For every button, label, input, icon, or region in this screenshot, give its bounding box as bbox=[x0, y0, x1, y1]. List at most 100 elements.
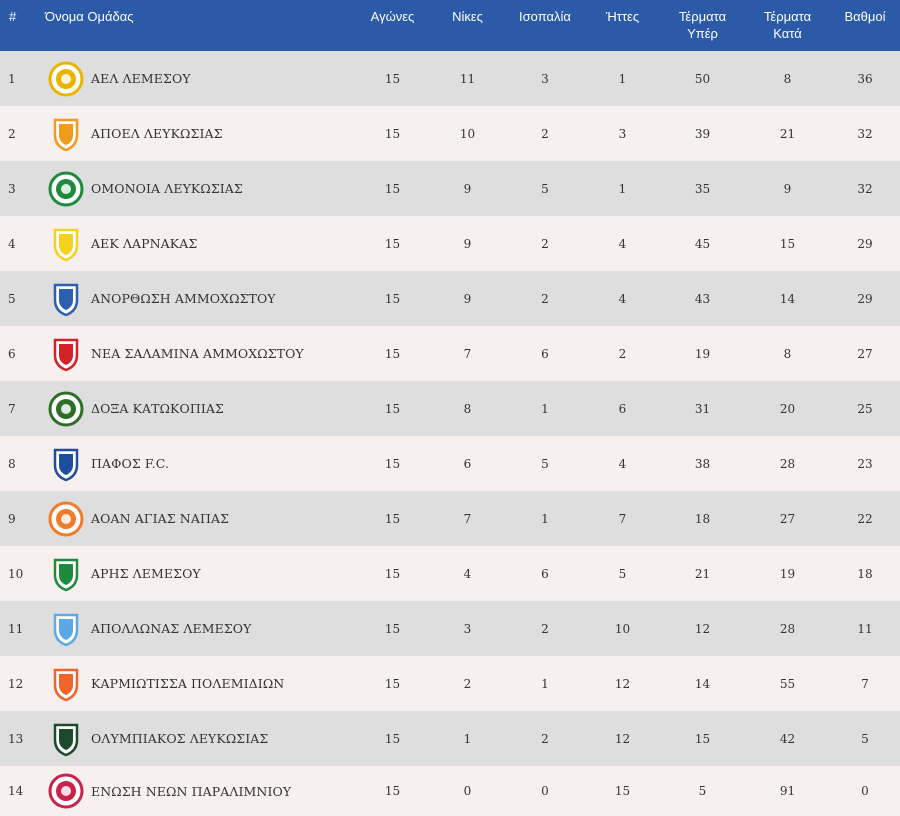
goals-against-cell: 91 bbox=[779, 784, 796, 798]
header-draws[interactable]: Ισοπαλία bbox=[519, 9, 571, 24]
goals-against-cell: 28 bbox=[779, 621, 796, 636]
goals-against-cell: 8 bbox=[783, 346, 792, 361]
rank-cell: 13 bbox=[8, 731, 24, 746]
table-row[interactable]: 5 ΑΝΟΡΘΩΣΗ ΑΜΜΟΧΩΣΤΟΥ 15 9 2 4 43 14 29 bbox=[0, 271, 900, 326]
team-cell: ΚΑΡΜΙΩΤΙΣΣΑ ΠΟΛΕΜΙΔΙΩΝ bbox=[45, 656, 355, 711]
goals-for-cell: 38 bbox=[694, 456, 711, 471]
table-row[interactable]: 14 ΕΝΩΣΗ ΝΕΩΝ ΠΑΡΑΛΙΜΝΙΟΥ 15 0 0 15 5 91 0 bbox=[0, 766, 900, 816]
played-cell: 15 bbox=[384, 71, 401, 86]
played-cell: 15 bbox=[384, 181, 401, 196]
table-row[interactable]: 13 ΟΛΥΜΠΙΑΚΟΣ ΛΕΥΚΩΣΙΑΣ 15 1 2 12 15 42 5 bbox=[0, 711, 900, 766]
header-goals-for[interactable]: Τέρματα Υπέρ bbox=[678, 9, 727, 41]
pafos-crest-icon bbox=[53, 448, 79, 481]
goals-for-cell: 31 bbox=[694, 401, 711, 416]
team-cell: ΑΡΗΣ ΛΕΜΕΣΟΥ bbox=[45, 546, 355, 601]
header-played[interactable]: Αγώνες bbox=[370, 9, 415, 24]
losses-cell: 6 bbox=[618, 401, 627, 416]
team-cell: ΑΟΑΝ ΑΓΙΑΣ ΝΑΠΑΣ bbox=[45, 491, 355, 546]
played-cell: 15 bbox=[384, 456, 401, 471]
rank-cell: 14 bbox=[8, 784, 24, 798]
wins-cell: 7 bbox=[463, 346, 472, 361]
team-cell: ΑΝΟΡΘΩΣΗ ΑΜΜΟΧΩΣΤΟΥ bbox=[45, 271, 355, 326]
wins-cell: 11 bbox=[459, 71, 476, 86]
wins-cell: 9 bbox=[463, 291, 472, 306]
header-team-name[interactable]: Όνομα Ομάδας bbox=[45, 9, 134, 24]
goals-against-cell: 8 bbox=[783, 71, 792, 86]
header-rank[interactable]: # bbox=[9, 9, 17, 24]
draws-cell: 2 bbox=[541, 126, 549, 141]
losses-cell: 5 bbox=[618, 566, 627, 581]
table-row[interactable]: 10 ΑΡΗΣ ΛΕΜΕΣΟΥ 15 4 6 5 21 19 18 bbox=[0, 546, 900, 601]
team-name-link[interactable]: ΠΑΦΟΣ F.C. bbox=[91, 456, 170, 471]
table-row[interactable]: 7 ΔΟΞΑ ΚΑΤΩΚΟΠΙΑΣ 15 8 1 6 31 20 25 bbox=[0, 381, 900, 436]
table-row[interactable]: 3 ΟΜΟΝΟΙΑ ΛΕΥΚΩΣΙΑΣ 15 9 5 1 35 9 32 bbox=[0, 161, 900, 216]
goals-against-cell: 14 bbox=[779, 291, 796, 306]
team-name-link[interactable]: ΑΡΗΣ ΛΕΜΕΣΟΥ bbox=[91, 566, 201, 581]
table-row[interactable]: 1 ΑΕΛ ΛΕΜΕΣΟΥ 15 11 3 1 50 8 36 bbox=[0, 51, 900, 106]
losses-cell: 12 bbox=[614, 676, 631, 691]
header-losses[interactable]: Ήττες bbox=[605, 9, 640, 24]
aek-crest-icon bbox=[53, 228, 79, 261]
losses-cell: 10 bbox=[614, 621, 631, 636]
wins-cell: 7 bbox=[463, 511, 472, 526]
table-row[interactable]: 2 ΑΠΟΕΛ ΛΕΥΚΩΣΙΑΣ 15 10 2 3 39 21 32 bbox=[0, 106, 900, 161]
olympiakos-crest-icon bbox=[53, 723, 79, 756]
team-name-link[interactable]: ΑΝΟΡΘΩΣΗ ΑΜΜΟΧΩΣΤΟΥ bbox=[91, 291, 276, 306]
goals-for-cell: 50 bbox=[694, 71, 711, 86]
losses-cell: 2 bbox=[618, 346, 627, 361]
table-row[interactable]: 6 ΝΕΑ ΣΑΛΑΜΙΝΑ ΑΜΜΟΧΩΣΤΟΥ 15 7 6 2 19 8 27 bbox=[0, 326, 900, 381]
apoel-crest-icon bbox=[53, 118, 79, 151]
wins-cell: 3 bbox=[463, 621, 472, 636]
played-cell: 15 bbox=[384, 346, 401, 361]
goals-for-cell: 39 bbox=[694, 126, 711, 141]
team-name-link[interactable]: ΑΕΛ ΛΕΜΕΣΟΥ bbox=[91, 71, 191, 86]
team-name-link[interactable]: ΑΠΟΕΛ ΛΕΥΚΩΣΙΑΣ bbox=[91, 126, 223, 141]
rank-cell: 7 bbox=[8, 401, 16, 416]
losses-cell: 4 bbox=[618, 456, 627, 471]
played-cell: 15 bbox=[384, 401, 401, 416]
points-cell: 29 bbox=[857, 291, 873, 306]
played-cell: 15 bbox=[384, 511, 401, 526]
header-goals-against[interactable]: Τέρματα Κατά bbox=[763, 9, 812, 41]
team-name-link[interactable]: ΝΕΑ ΣΑΛΑΜΙΝΑ ΑΜΜΟΧΩΣΤΟΥ bbox=[91, 346, 304, 361]
wins-cell: 8 bbox=[463, 401, 472, 416]
team-name-link[interactable]: ΚΑΡΜΙΩΤΙΣΣΑ ΠΟΛΕΜΙΔΙΩΝ bbox=[91, 676, 285, 691]
goals-against-cell: 42 bbox=[779, 731, 796, 746]
team-cell: ΔΟΞΑ ΚΑΤΩΚΟΠΙΑΣ bbox=[45, 381, 355, 436]
table-row[interactable]: 12 ΚΑΡΜΙΩΤΙΣΣΑ ΠΟΛΕΜΙΔΙΩΝ 15 2 1 12 14 55 7 bbox=[0, 656, 900, 711]
goals-for-cell: 45 bbox=[694, 236, 711, 251]
goals-for-cell: 14 bbox=[694, 676, 711, 691]
points-cell: 5 bbox=[861, 731, 869, 746]
rank-cell: 11 bbox=[8, 621, 24, 636]
losses-cell: 12 bbox=[614, 731, 631, 746]
points-cell: 25 bbox=[857, 401, 873, 416]
draws-cell: 2 bbox=[541, 291, 549, 306]
team-name-link[interactable]: ΑΠΟΛΛΩΝΑΣ ΛΕΜΕΣΟΥ bbox=[91, 621, 252, 636]
team-name-link[interactable]: ΟΛΥΜΠΙΑΚΟΣ ΛΕΥΚΩΣΙΑΣ bbox=[91, 731, 269, 746]
team-name-link[interactable]: ΟΜΟΝΟΙΑ ΛΕΥΚΩΣΙΑΣ bbox=[91, 181, 243, 196]
rank-cell: 9 bbox=[8, 511, 16, 526]
points-cell: 36 bbox=[857, 71, 873, 86]
points-cell: 32 bbox=[857, 126, 873, 141]
table-row[interactable]: 9 ΑΟΑΝ ΑΓΙΑΣ ΝΑΠΑΣ 15 7 1 7 18 27 22 bbox=[0, 491, 900, 546]
team-name-link[interactable]: ΔΟΞΑ ΚΑΤΩΚΟΠΙΑΣ bbox=[91, 401, 224, 416]
header-points[interactable]: Βαθμοί bbox=[844, 9, 886, 24]
losses-cell: 3 bbox=[618, 126, 627, 141]
draws-cell: 5 bbox=[541, 456, 549, 471]
team-name-link[interactable]: ΑΕΚ ΛΑΡΝΑΚΑΣ bbox=[91, 236, 198, 251]
team-name-link[interactable]: ΑΟΑΝ ΑΓΙΑΣ ΝΑΠΑΣ bbox=[91, 511, 230, 526]
team-cell: ΑΕΛ ΛΕΜΕΣΟΥ bbox=[45, 51, 355, 106]
table-row[interactable]: 11 ΑΠΟΛΛΩΝΑΣ ΛΕΜΕΣΟΥ 15 3 2 10 12 28 11 bbox=[0, 601, 900, 656]
goals-for-cell: 5 bbox=[698, 784, 707, 798]
team-name-link[interactable]: ΕΝΩΣΗ ΝΕΩΝ ΠΑΡΑΛΙΜΝΙΟΥ bbox=[91, 783, 292, 799]
played-cell: 15 bbox=[384, 126, 401, 141]
table-row[interactable]: 4 ΑΕΚ ΛΑΡΝΑΚΑΣ 15 9 2 4 45 15 29 bbox=[0, 216, 900, 271]
wins-cell: 4 bbox=[463, 566, 472, 581]
goals-against-cell: 15 bbox=[779, 236, 796, 251]
wins-cell: 10 bbox=[459, 126, 476, 141]
doxa-crest-icon bbox=[48, 391, 84, 426]
table-row[interactable]: 8 ΠΑΦΟΣ F.C. 15 6 5 4 38 28 23 bbox=[0, 436, 900, 491]
header-wins[interactable]: Νίκες bbox=[452, 9, 483, 24]
rank-cell: 10 bbox=[8, 566, 24, 581]
